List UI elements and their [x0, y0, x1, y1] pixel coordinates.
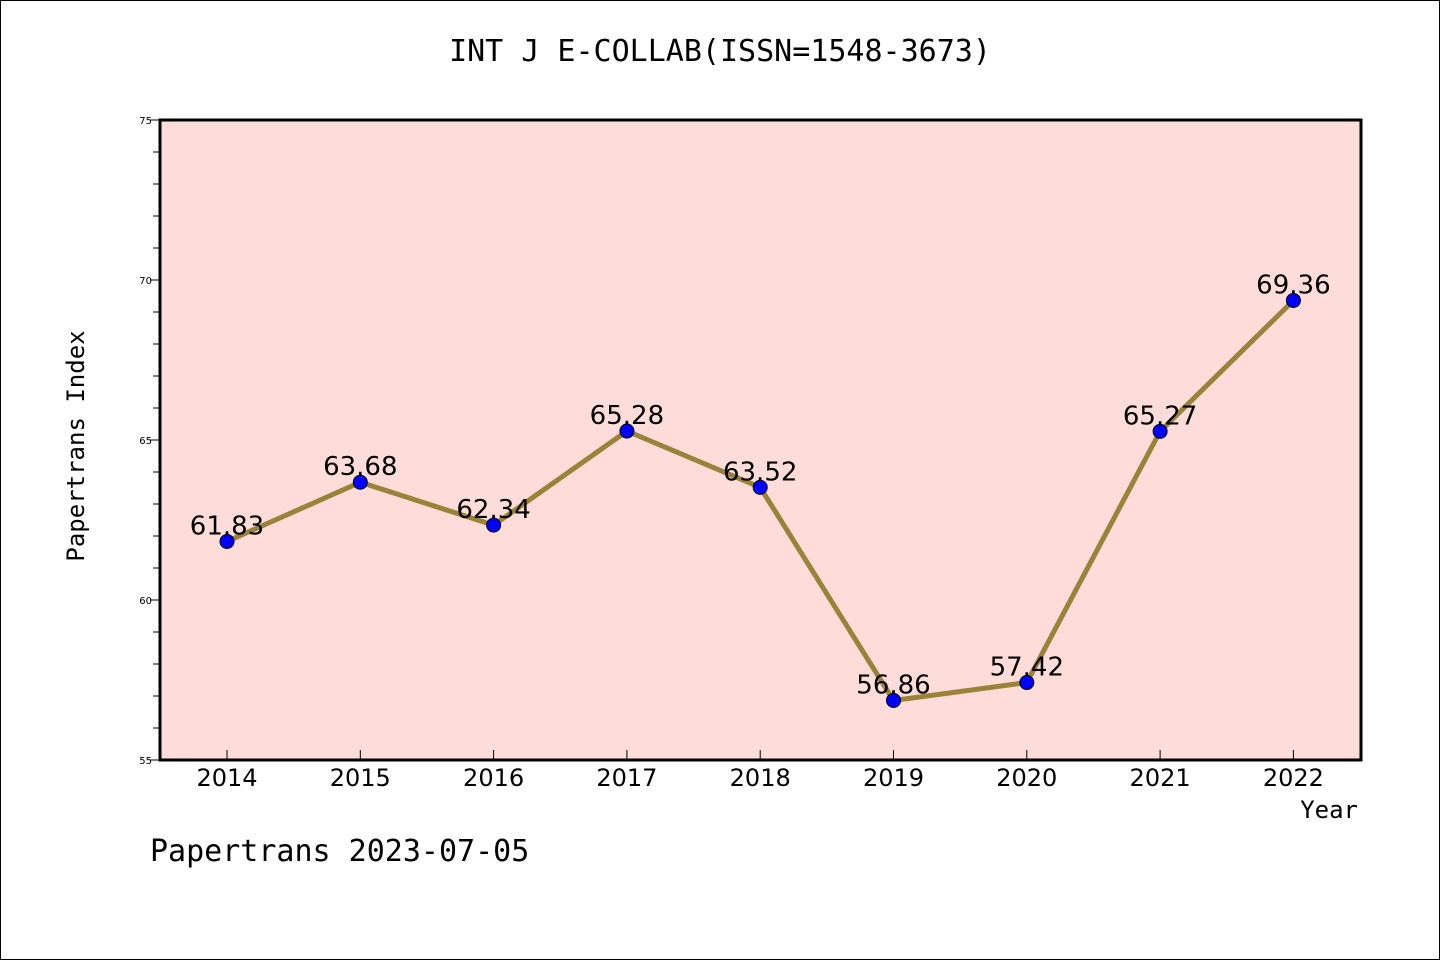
data-label: 69.36	[1256, 270, 1330, 300]
x-tick-label: 2020	[996, 764, 1057, 792]
x-tick-label: 2014	[196, 764, 257, 792]
data-point-marker	[1019, 675, 1035, 691]
data-label: 63.68	[323, 452, 397, 482]
footer-text: Papertrans 2023-07-05	[150, 834, 530, 869]
data-point-marker	[752, 479, 768, 495]
data-label: 57.42	[990, 653, 1064, 683]
data-labels-group: 61.83 63.68 62.34 65.28 63.52 56.86 57.42 65.27…	[190, 270, 1331, 700]
data-label: 56.86	[856, 670, 930, 700]
data-point-marker	[352, 474, 368, 490]
data-point-marker	[486, 517, 502, 533]
x-axis-label: Year	[1300, 796, 1358, 824]
y-tick-label: 65	[139, 436, 152, 447]
x-tick-label: 2017	[596, 764, 657, 792]
y-tick-label: 70	[139, 276, 152, 287]
y-axis: 55 60 65 70 75	[139, 116, 160, 767]
x-tick-label: 2015	[330, 764, 391, 792]
x-tick-label: 2019	[863, 764, 924, 792]
x-tick-label: 2018	[730, 764, 791, 792]
x-tick-label: 2022	[1263, 764, 1324, 792]
data-label: 65.27	[1123, 401, 1197, 431]
data-label: 62.34	[456, 495, 530, 525]
x-axis: 2014 2015 2016 2017 2018 2019 2020 2021 2022	[196, 750, 1324, 792]
data-label: 65.28	[590, 401, 664, 431]
data-label: 61.83	[190, 511, 264, 541]
x-tick-label: 2016	[463, 764, 524, 792]
data-label: 63.52	[723, 457, 797, 487]
y-tick-label: 75	[139, 116, 152, 127]
data-point-marker	[619, 423, 635, 439]
x-tick-label: 2021	[1130, 764, 1191, 792]
data-point-marker	[1285, 292, 1301, 308]
y-tick-label: 55	[139, 756, 152, 767]
data-point-marker	[1152, 423, 1168, 439]
plot-area	[158, 118, 1363, 762]
chart-title: INT J E-COLLAB(ISSN=1548-3673)	[449, 34, 991, 69]
data-point-marker	[886, 692, 901, 708]
data-point-marker	[219, 533, 235, 549]
markers-group	[219, 292, 1301, 708]
y-tick-label: 60	[139, 596, 152, 607]
